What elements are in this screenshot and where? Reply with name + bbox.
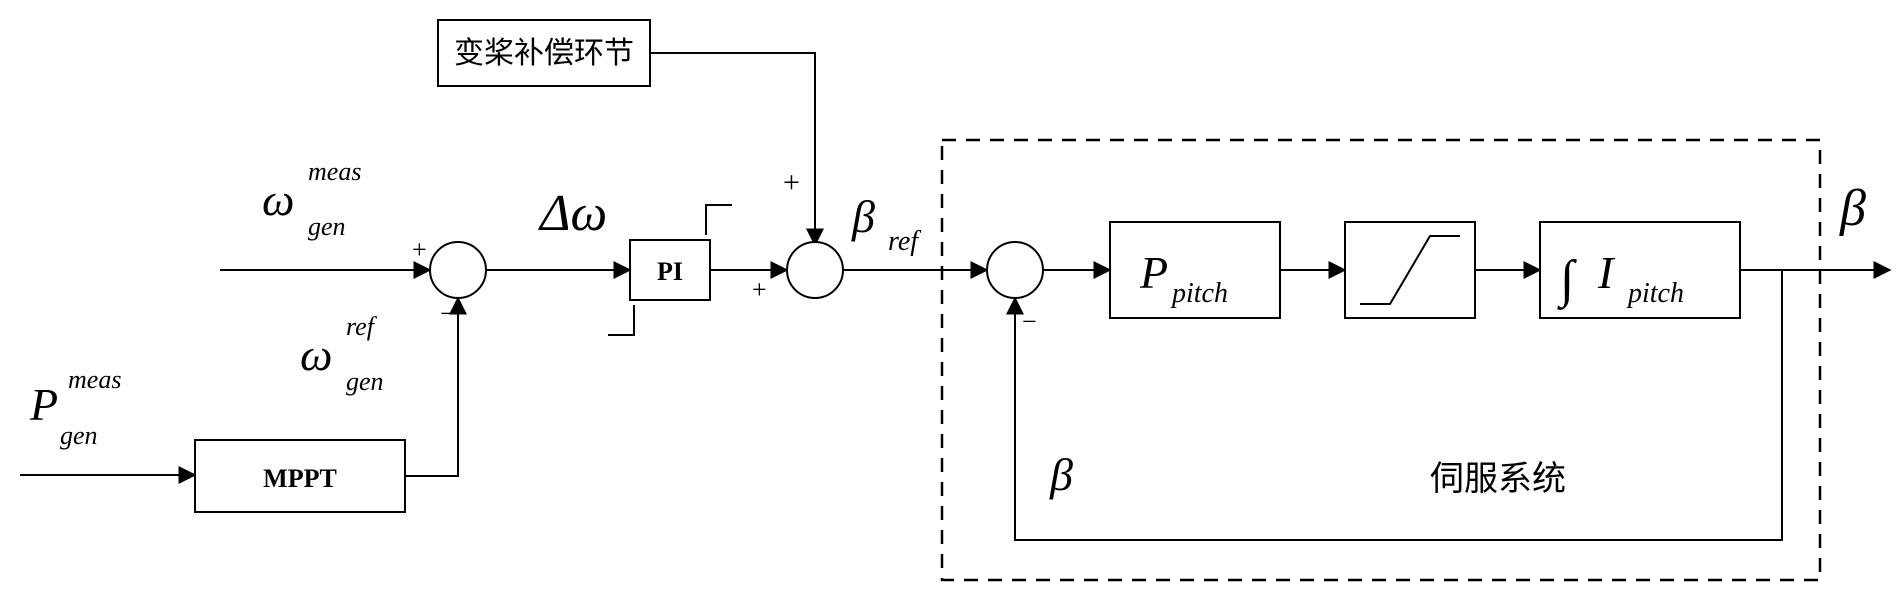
comp-label: 变桨补偿环节 (454, 37, 634, 70)
wire-comp-to-sum2 (650, 53, 815, 245)
svg-text:pitch: pitch (1170, 278, 1228, 309)
beta-output-label: β (1839, 180, 1866, 237)
pi-label: PI (657, 257, 683, 286)
minus-sign-s1: − (440, 299, 455, 328)
mppt-block: MPPT (195, 440, 405, 512)
svg-text:gen: gen (308, 212, 346, 241)
p-pitch-block: P pitch (1110, 222, 1280, 318)
svg-text:ref: ref (888, 226, 921, 257)
svg-text:ref: ref (346, 312, 378, 341)
saturation-block (1345, 222, 1475, 318)
summing-junction-3 (987, 242, 1043, 298)
control-block-diagram: 变桨补偿环节 + ω meas gen + − Δω PI + β ref 伺服… (0, 0, 1904, 608)
pi-block: PI (630, 240, 710, 300)
summing-junction-1 (430, 242, 486, 298)
svg-text:ω: ω (300, 329, 332, 380)
svg-text:P: P (1139, 247, 1168, 298)
svg-text:gen: gen (346, 367, 384, 396)
svg-text:∫: ∫ (1557, 251, 1577, 310)
svg-text:β: β (851, 191, 875, 242)
beta-feedback-label: β (1049, 449, 1073, 500)
svg-text:meas: meas (68, 365, 121, 394)
delta-omega-label: Δω (538, 185, 607, 242)
svg-text:gen: gen (60, 421, 98, 450)
svg-text:pitch: pitch (1626, 278, 1684, 309)
svg-text:ω: ω (262, 174, 294, 225)
servo-subsystem-label: 伺服系统 (1430, 460, 1566, 498)
plus-sign-s2b: + (752, 275, 767, 304)
summing-junction-2 (787, 242, 843, 298)
svg-text:meas: meas (308, 157, 361, 186)
i-pitch-block: ∫ I pitch (1540, 222, 1740, 318)
minus-sign-s3: − (1022, 307, 1037, 336)
plus-sign-s1: + (412, 235, 427, 264)
beta-ref-label: β ref (851, 191, 921, 257)
svg-text:P: P (29, 379, 58, 430)
p-meas-label: P meas gen (29, 365, 121, 450)
svg-text:I: I (1597, 247, 1616, 298)
plus-sign-comp: + (783, 166, 800, 199)
omega-ref-label: ω ref gen (300, 312, 384, 396)
mppt-label: MPPT (263, 464, 337, 493)
pitch-compensation-block: 变桨补偿环节 (438, 20, 650, 86)
servo-subsystem-box (942, 140, 1820, 580)
omega-meas-label: ω meas gen (262, 157, 361, 241)
